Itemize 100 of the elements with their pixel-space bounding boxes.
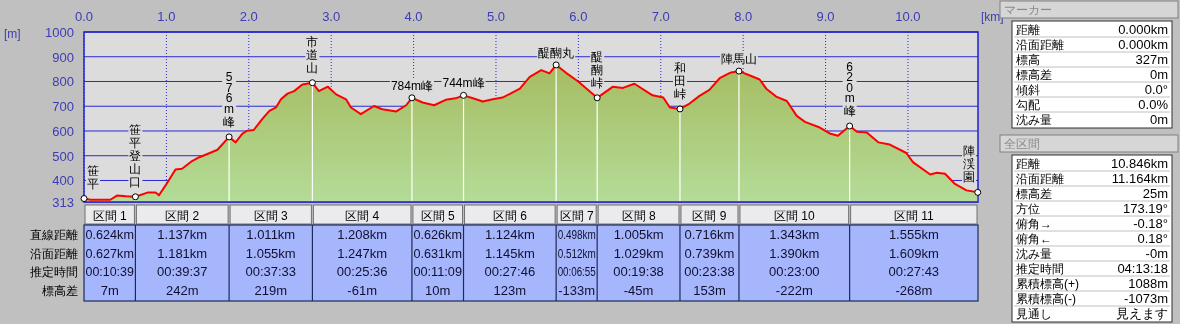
annotation: 笹平登山口 <box>129 122 142 189</box>
category-label: 俯角← <box>1016 232 1052 246</box>
x-tick-label: 10.0 <box>895 9 921 24</box>
text: 1.609km <box>888 245 939 261</box>
x-tick-label: 1.0 <box>157 9 176 24</box>
category-label: 沈み量 <box>1016 247 1052 261</box>
text: 全区間 <box>1004 137 1040 151</box>
text: 153m <box>693 282 726 298</box>
category-label: 累積標高(+) <box>1016 277 1079 291</box>
y-tick-label: 313 <box>52 195 74 210</box>
text: 0m <box>1149 67 1168 82</box>
text: 1.247km <box>337 245 388 261</box>
text: 1088m <box>1128 276 1168 291</box>
category-label: 方位 <box>1016 202 1040 216</box>
y-tick-label: 700 <box>52 99 74 115</box>
x-tick-label: 9.0 <box>816 9 835 24</box>
category-label: 直線距離 <box>30 228 78 242</box>
text: 00:23:00 <box>768 264 820 279</box>
text: 1.145km <box>484 245 535 261</box>
y-tick-label: 400 <box>52 173 74 189</box>
category-label: 勾配 <box>1016 98 1040 112</box>
annotation: 笹平 <box>87 163 99 191</box>
text: 173.19° <box>1123 201 1168 216</box>
annotation: 576m峰 <box>223 70 236 129</box>
category-label: 区間 4 <box>345 209 380 223</box>
text: 1.011km <box>246 227 296 242</box>
annotation: 醍醐峠 <box>591 49 604 90</box>
text: 0m <box>1149 112 1168 127</box>
category-label: 俯角→ <box>1016 217 1052 231</box>
text: 1.005km <box>613 227 664 242</box>
y-tick-label: 800 <box>52 74 74 90</box>
text: 327m <box>1135 52 1168 67</box>
category-label: 区間 9 <box>692 209 727 223</box>
category-label: 沿面距離 <box>1016 38 1064 52</box>
text: -268m <box>895 282 933 298</box>
text: 見えます <box>1116 306 1168 321</box>
text: 0.0° <box>1144 82 1168 97</box>
annotation: 744m峰 <box>442 76 485 91</box>
category-label: 区間 3 <box>253 209 289 223</box>
annotation: 陣渓園 <box>963 144 975 185</box>
text: 25m <box>1142 186 1168 201</box>
annotation: 620m峰 <box>843 59 856 119</box>
text: -133m <box>558 282 596 298</box>
text: -1073m <box>1123 291 1168 306</box>
text: 123m <box>493 282 527 298</box>
y-tick-label: 600 <box>52 123 74 139</box>
category-label: 推定時間 <box>1016 262 1064 276</box>
category-label: 区間 5 <box>420 209 456 223</box>
text: 1.181km <box>157 245 208 261</box>
text: 10.846km <box>1110 156 1168 171</box>
category-label: 累積標高(-) <box>1016 292 1076 306</box>
category-label: 区間 11 <box>893 209 935 223</box>
text: 1.343km <box>769 227 820 242</box>
text: 1.208km <box>337 227 388 242</box>
text: 1.555km <box>888 227 939 242</box>
text: 0.716km <box>684 227 735 242</box>
text: 0.000km <box>1118 37 1168 52</box>
text: 0.512km <box>557 245 608 261</box>
text: 242m <box>165 282 199 298</box>
text: 7m <box>100 282 119 298</box>
text: 1.390km <box>769 245 820 261</box>
x-tick-label: 7.0 <box>651 9 670 24</box>
x-tick-label: 5.0 <box>486 9 506 24</box>
category-label: 傾斜 <box>1016 83 1040 97</box>
category-label: 沈み量 <box>1016 113 1052 127</box>
category-label: 標高差 <box>42 283 78 298</box>
category-label: 推定時間 <box>30 265 78 279</box>
x-tick-label: 4.0 <box>404 9 423 24</box>
text: 11.164km <box>1111 171 1168 186</box>
text: 0.18° <box>1137 231 1168 246</box>
text: 00:37:33 <box>245 264 297 279</box>
annotation: 和田峠 <box>673 60 686 101</box>
annotation: 784m峰 <box>390 78 433 93</box>
x-tick-label: 0.0 <box>74 9 94 24</box>
annotation: 醍醐丸 <box>538 45 575 60</box>
text: 0.0% <box>1138 97 1168 112</box>
x-tick-label: 3.0 <box>322 9 341 24</box>
category-label: 標高 <box>1016 53 1040 67</box>
category-label: 区間 2 <box>165 209 200 223</box>
text: 04:13:18 <box>1117 261 1168 276</box>
text: -222m <box>775 282 813 298</box>
text: 00:10:39 <box>85 264 137 279</box>
text: 1.124km <box>484 227 535 242</box>
category-label: 沿面距離 <box>30 246 78 261</box>
y-axis-title: [m] <box>4 27 21 41</box>
x-tick-label: 2.0 <box>239 9 258 24</box>
annotation: 陣馬山 <box>720 52 757 67</box>
text: 00:19:38 <box>613 264 664 279</box>
text: 0.739km <box>684 245 735 261</box>
text: -61m <box>347 282 377 298</box>
category-label: 区間 1 <box>92 209 128 223</box>
y-tick-label: 900 <box>52 49 74 65</box>
text: 0.627km <box>85 245 136 261</box>
category-label: 標高差 <box>1016 68 1052 82</box>
text: 0.626km <box>413 227 464 242</box>
x-tick-label: 6.0 <box>569 9 588 24</box>
text: 1.055km <box>245 245 296 261</box>
text: 0.498km <box>557 227 608 242</box>
text: 10m <box>425 282 451 298</box>
x-tick-label: 8.0 <box>734 9 753 24</box>
